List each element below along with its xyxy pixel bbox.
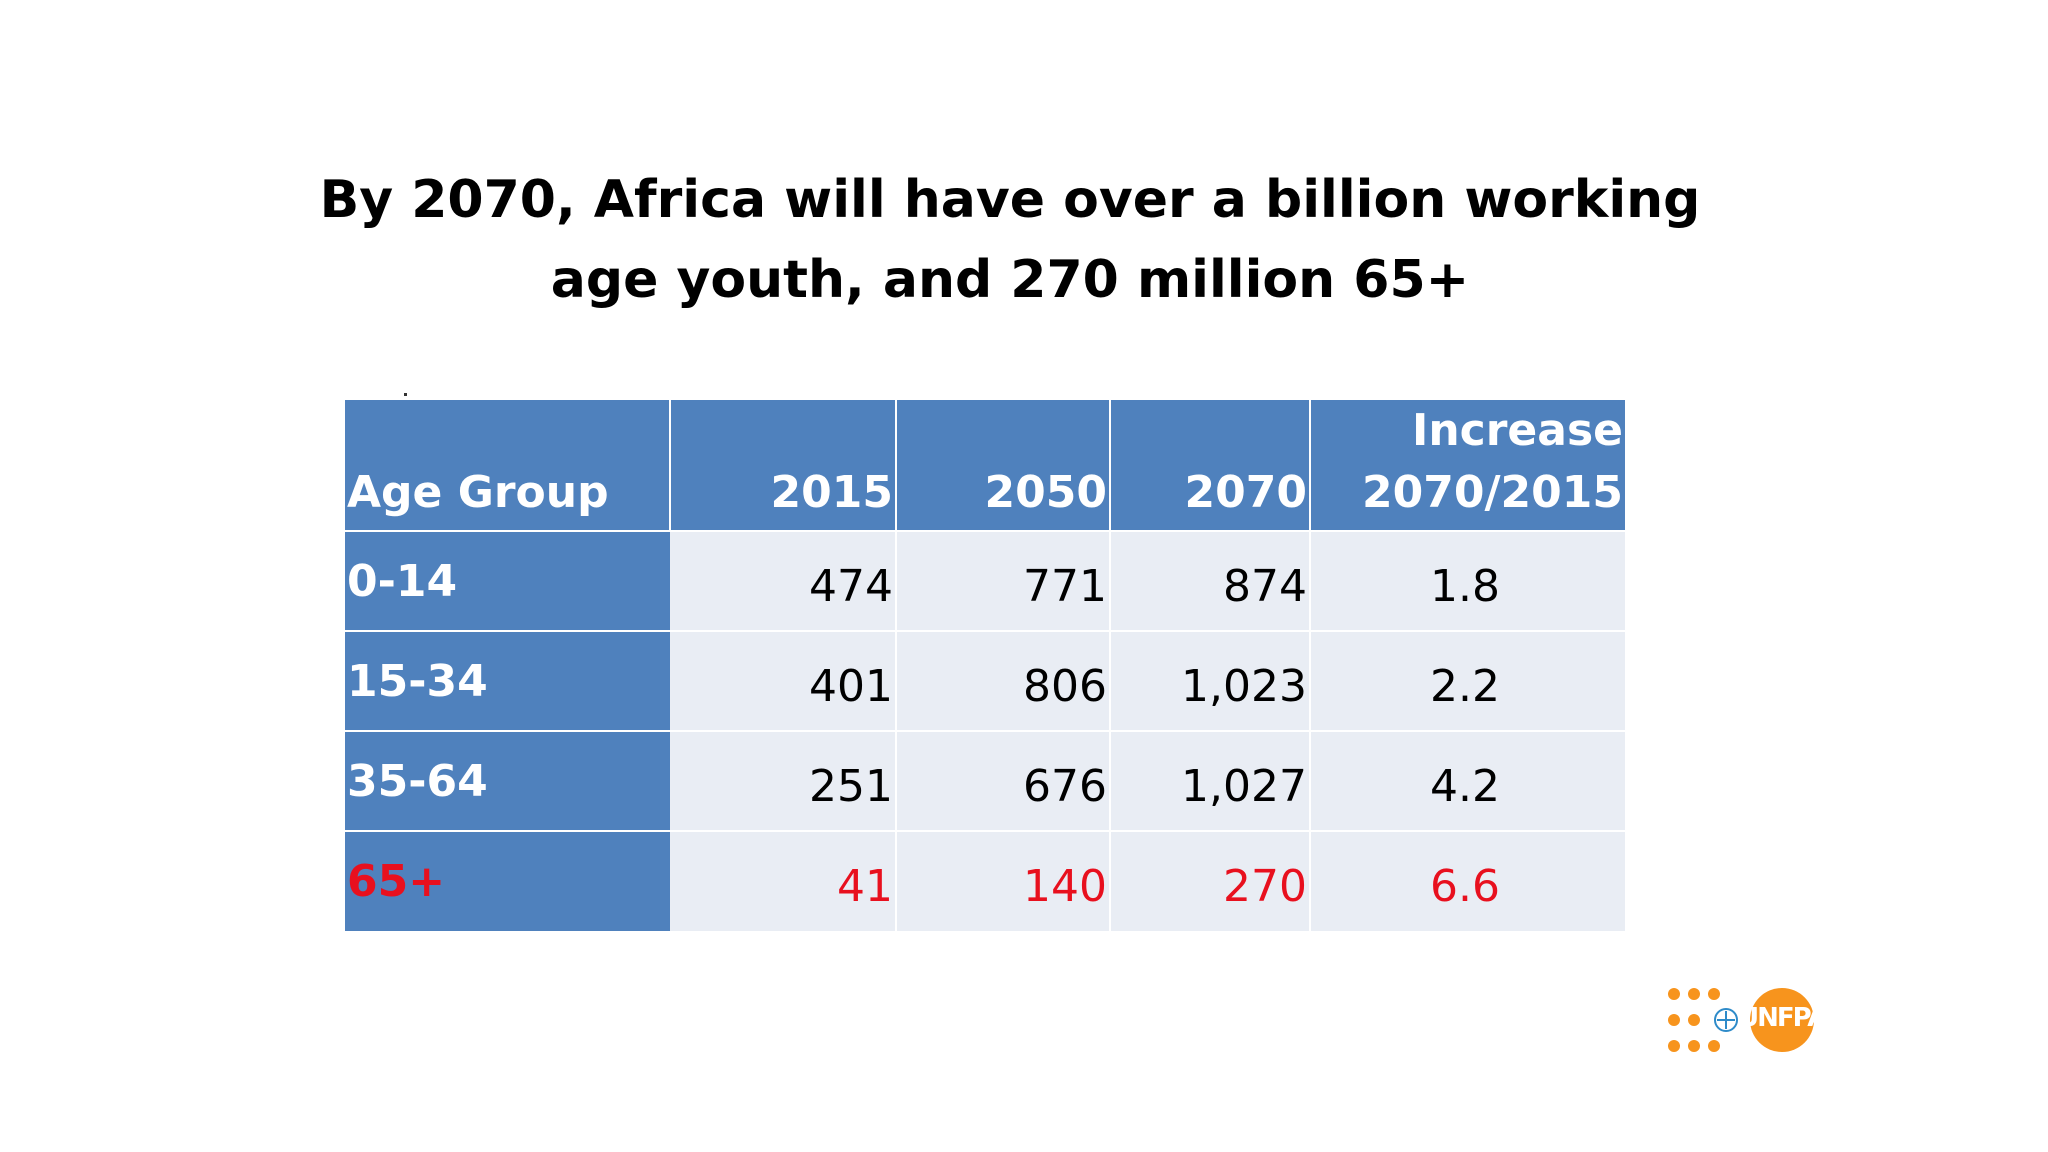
value-2070-cell: 270 <box>1110 830 1311 931</box>
value-2015-cell: 41 <box>670 830 897 931</box>
logo-dot <box>1688 1014 1700 1026</box>
header-age-group: Age Group <box>345 400 671 531</box>
value-2050-cell: 771 <box>896 530 1111 631</box>
value-2070-cell: 1,023 <box>1110 630 1311 731</box>
logo-dot <box>1688 1040 1700 1052</box>
value-2050-cell: 140 <box>896 830 1111 931</box>
header-2050: 2050 <box>896 400 1111 531</box>
table-row: 15-34 401 806 1,023 2.2 <box>345 630 1625 731</box>
header-increase-line2: 2070/2015 <box>1362 467 1623 518</box>
logo-dot <box>1708 1040 1720 1052</box>
age-group-cell: 0-14 <box>345 530 670 631</box>
stray-dot <box>404 393 407 396</box>
header-2015: 2015 <box>670 400 897 531</box>
increase-cell: 2.2 <box>1310 630 1625 731</box>
logo-text: UNFPA <box>1738 1003 1827 1033</box>
age-group-cell: 15-34 <box>345 630 670 731</box>
logo-dot <box>1668 988 1680 1000</box>
increase-cell: 1.8 <box>1310 530 1625 631</box>
value-2015-cell: 474 <box>670 530 897 631</box>
value-2070-cell: 1,027 <box>1110 730 1311 831</box>
table-row: 35-64 251 676 1,027 4.2 <box>345 730 1625 831</box>
table-header-row: Age Group 2015 2050 2070 Increase 2070/2… <box>345 400 1625 531</box>
table-row: 0-14 474 771 874 1.8 <box>345 530 1625 631</box>
title-line-2: age youth, and 270 million 65+ <box>550 250 1470 310</box>
header-2070: 2070 <box>1110 400 1311 531</box>
un-globe-icon <box>1714 1008 1738 1032</box>
header-increase: Increase 2070/2015 <box>1310 400 1625 531</box>
slide-title: By 2070, Africa will have over a billion… <box>250 160 1770 320</box>
value-2050-cell: 676 <box>896 730 1111 831</box>
logo-dot <box>1668 1014 1680 1026</box>
increase-cell: 4.2 <box>1310 730 1625 831</box>
header-increase-line1: Increase <box>1411 405 1623 456</box>
value-2015-cell: 251 <box>670 730 897 831</box>
value-2050-cell: 806 <box>896 630 1111 731</box>
logo-circle <box>1750 988 1814 1052</box>
logo-dot <box>1668 1040 1680 1052</box>
value-2015-cell: 401 <box>670 630 897 731</box>
population-table: Age Group 2015 2050 2070 Increase 2070/2… <box>345 400 1625 931</box>
increase-cell: 6.6 <box>1310 830 1625 931</box>
table-row-highlight: 65+ 41 140 270 6.6 <box>345 830 1625 931</box>
unfpa-logo: UNFPA <box>1668 988 1827 1052</box>
value-2070-cell: 874 <box>1110 530 1311 631</box>
age-group-cell: 65+ <box>345 830 670 931</box>
title-line-1: By 2070, Africa will have over a billion… <box>319 170 1701 230</box>
logo-dot <box>1708 988 1720 1000</box>
logo-dot <box>1688 988 1700 1000</box>
age-group-cell: 35-64 <box>345 730 670 831</box>
